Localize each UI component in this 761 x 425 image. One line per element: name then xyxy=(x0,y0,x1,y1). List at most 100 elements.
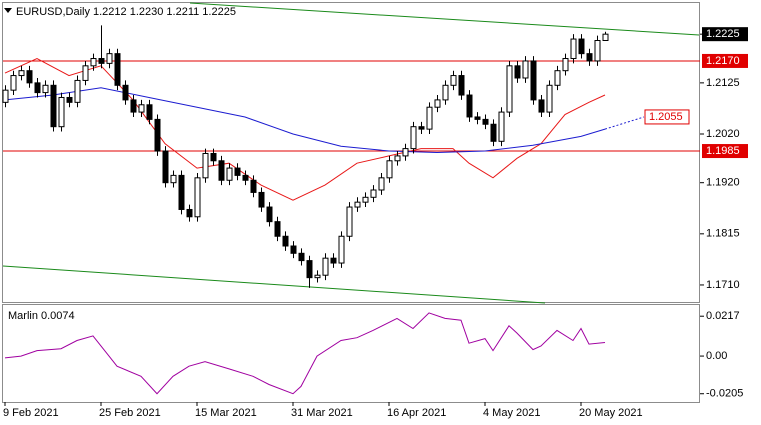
candle-body xyxy=(266,206,273,223)
candle-body xyxy=(554,70,561,86)
x-tick-label: 4 May 2021 xyxy=(483,407,540,419)
y-tick-label: -0.0205 xyxy=(706,388,743,400)
candle-body xyxy=(50,84,57,128)
candle-body xyxy=(114,53,121,86)
trend-line xyxy=(2,265,546,304)
candle-body xyxy=(426,106,433,130)
last-price-label: 1.2225 xyxy=(706,28,740,40)
candle-body xyxy=(362,196,369,203)
candle-body xyxy=(562,58,569,72)
indicator-title: Marlin 0.0074 xyxy=(8,310,75,322)
candle-body xyxy=(498,111,505,142)
candle-body xyxy=(186,208,193,218)
candle-body xyxy=(146,104,153,120)
candle-body xyxy=(346,206,353,237)
candle-body xyxy=(546,84,553,113)
y-tick-label: 1.1920 xyxy=(706,177,740,189)
candle-body xyxy=(34,82,41,94)
collapse-icon[interactable] xyxy=(4,8,12,13)
candle-body xyxy=(218,160,225,181)
candle-body xyxy=(370,189,377,198)
candle-body xyxy=(122,84,129,101)
candle-body xyxy=(482,118,489,125)
level-label: 1.2170 xyxy=(706,55,740,67)
x-tick-label: 25 Feb 2021 xyxy=(99,407,161,419)
candle-body xyxy=(234,167,241,176)
level-label-box xyxy=(702,53,748,68)
candle-body xyxy=(578,38,585,55)
candle-body xyxy=(410,126,417,150)
oscillator-panel-frame xyxy=(2,304,700,403)
candle-body xyxy=(402,148,409,157)
x-tick-label: 15 Mar 2021 xyxy=(195,407,257,419)
y-tick-label: 1.2125 xyxy=(706,77,740,89)
level-label: 1.1985 xyxy=(706,145,740,157)
candle-body xyxy=(322,257,329,276)
candle-body xyxy=(450,75,457,86)
candle-body xyxy=(538,99,545,113)
candle-body xyxy=(26,70,33,84)
candle-body xyxy=(90,58,97,67)
candle-body xyxy=(314,274,321,279)
candle-body xyxy=(98,58,105,64)
candle-body xyxy=(178,174,185,210)
candle-body xyxy=(194,177,201,218)
projection-line xyxy=(604,116,645,130)
target-label: 1.2055 xyxy=(649,111,683,123)
candle-body xyxy=(210,152,217,162)
candle-body xyxy=(226,167,233,181)
candle-body xyxy=(82,65,89,81)
target-label-box xyxy=(644,109,690,125)
candle-body xyxy=(602,33,609,41)
candle-body xyxy=(130,99,137,113)
candle-body xyxy=(242,174,249,181)
y-tick-label: 1.2020 xyxy=(706,128,740,140)
candle-body xyxy=(338,235,345,264)
candle-body xyxy=(594,39,601,62)
candle-body xyxy=(330,257,337,264)
candle-body xyxy=(306,260,313,279)
candle-body xyxy=(522,60,529,79)
candle-body xyxy=(442,84,449,101)
candle-body xyxy=(74,79,81,103)
level-label-box xyxy=(702,144,748,159)
candle-body xyxy=(354,201,361,208)
y-tick-label: 1.1815 xyxy=(706,228,740,240)
candle-body xyxy=(18,70,25,77)
candle-body xyxy=(570,38,577,60)
x-tick-label: 20 May 2021 xyxy=(579,407,643,419)
x-tick-label: 16 Apr 2021 xyxy=(387,407,446,419)
x-tick-label: 31 Mar 2021 xyxy=(291,407,353,419)
x-tick-label: 9 Feb 2021 xyxy=(3,407,59,419)
candle-body xyxy=(474,116,481,120)
indicator-line xyxy=(4,87,606,154)
candle-body xyxy=(434,99,441,108)
candle-body xyxy=(106,53,113,64)
candle-body xyxy=(458,75,465,96)
candle-body xyxy=(490,123,497,142)
trend-line xyxy=(189,2,700,36)
candle-body xyxy=(274,221,281,237)
candle-body xyxy=(162,150,169,184)
chart-title: EURUSD,Daily 1.2212 1.2230 1.2211 1.2225 xyxy=(16,6,236,18)
candle-body xyxy=(514,65,521,79)
y-tick-label: 0.0217 xyxy=(706,310,740,322)
candle-body xyxy=(138,104,145,113)
candle-body xyxy=(250,179,257,193)
candle-body xyxy=(506,65,513,113)
candle-body xyxy=(170,174,177,184)
candle-body xyxy=(202,152,209,179)
candle-body xyxy=(418,126,425,130)
y-tick-label: 1.1710 xyxy=(706,279,740,291)
candle-body xyxy=(586,53,593,62)
candle-body xyxy=(282,235,289,247)
candle-body xyxy=(386,160,393,179)
candle-body xyxy=(466,94,473,118)
y-tick-label: 0.00 xyxy=(706,350,727,362)
candle-body xyxy=(394,155,401,162)
candle-body xyxy=(66,96,73,103)
candle-body xyxy=(2,89,9,103)
indicator-line xyxy=(4,312,606,395)
